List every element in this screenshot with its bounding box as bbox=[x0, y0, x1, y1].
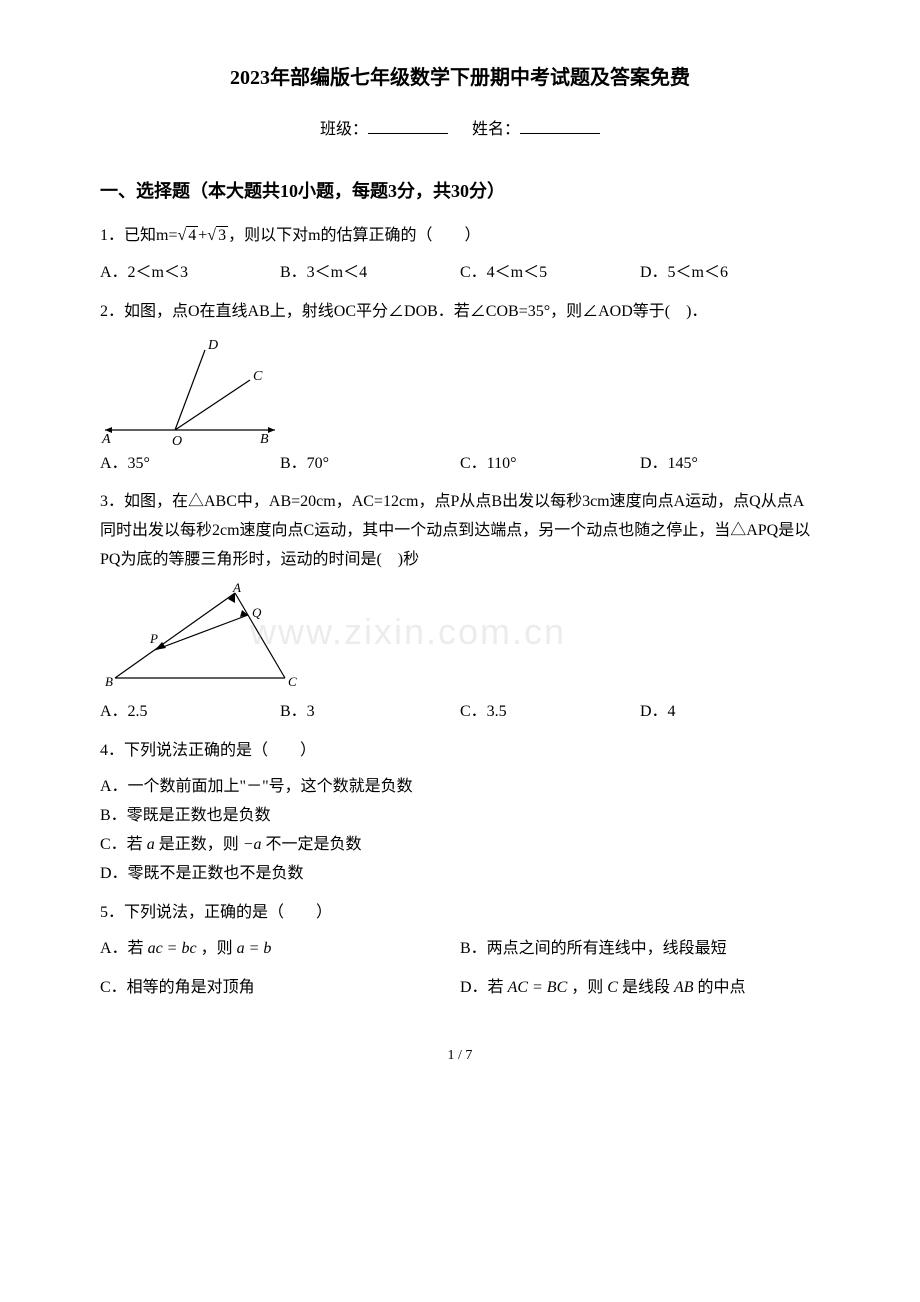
q5-optD-prefix: D．若 bbox=[460, 979, 504, 996]
q5-optA-prefix: A．若 bbox=[100, 940, 144, 957]
q5-optD-mid2: 是线段 bbox=[622, 979, 670, 996]
q4-optC-a: a bbox=[147, 836, 155, 853]
name-label: 姓名： bbox=[472, 121, 520, 138]
q1-optC: C．4＜m＜5 bbox=[460, 259, 640, 288]
q5-stem: 5．下列说法，正确的是（ ） bbox=[100, 904, 332, 921]
q5-optD-c: C bbox=[607, 979, 618, 996]
q4-optD: D．零既不是正数也不是负数 bbox=[100, 860, 820, 889]
q2-optA: A．35° bbox=[100, 450, 280, 479]
q2-label-C: C bbox=[253, 369, 263, 384]
q3-label-Q: Q bbox=[252, 605, 262, 620]
q4-optC: C．若 a 是正数，则 −a 不一定是负数 bbox=[100, 831, 820, 860]
q3-optA: A．2.5 bbox=[100, 698, 280, 727]
q3-options: A．2.5 B．3 C．3.5 D．4 bbox=[100, 698, 820, 727]
section-1-title: 一、选择题（本大题共10小题，每题3分，共30分） bbox=[100, 175, 820, 207]
q3-figure: A B C P Q bbox=[100, 583, 300, 693]
q3-label-B: B bbox=[105, 674, 113, 689]
class-blank bbox=[368, 117, 448, 134]
q2-optB: B．70° bbox=[280, 450, 460, 479]
q5-optD-mid: ，则 bbox=[571, 979, 603, 996]
q3-optB: B．3 bbox=[280, 698, 460, 727]
q4-stem: 4．下列说法正确的是（ ） bbox=[100, 742, 316, 759]
q5-optD-eq: AC = BC bbox=[508, 979, 568, 996]
q5-optD: D．若 AC = BC ，则 C 是线段 AB 的中点 bbox=[460, 974, 820, 1003]
q5-options-row2: C．相等的角是对顶角 D．若 AC = BC ，则 C 是线段 AB 的中点 bbox=[100, 974, 820, 1003]
name-blank bbox=[520, 117, 600, 134]
page-footer: 1 / 7 bbox=[100, 1043, 820, 1068]
q5-optA-eq2: a = b bbox=[237, 940, 272, 957]
q4-optB: B．零既是正数也是负数 bbox=[100, 802, 820, 831]
q4-optA: A．一个数前面加上"－"号，这个数就是负数 bbox=[100, 773, 820, 802]
q5-optB: B．两点之间的所有连线中，线段最短 bbox=[460, 935, 820, 964]
q1-stem-prefix: 1．已知m= bbox=[100, 227, 177, 244]
q5-optD-suffix: 的中点 bbox=[698, 979, 746, 996]
q4-optC-mid: 是正数，则 bbox=[159, 836, 239, 853]
q5-options-row1: A．若 ac = bc ，则 a = b B．两点之间的所有连线中，线段最短 bbox=[100, 935, 820, 964]
q2-label-D: D bbox=[207, 338, 218, 353]
question-1: 1．已知m=√4+√3，则以下对m的估算正确的（ ） bbox=[100, 222, 820, 251]
q3-optD: D．4 bbox=[640, 698, 820, 727]
q2-optD: D．145° bbox=[640, 450, 820, 479]
q5-optD-ab: AB bbox=[674, 979, 694, 996]
q2-label-A: A bbox=[101, 432, 111, 445]
q5-optA: A．若 ac = bc ，则 a = b bbox=[100, 935, 460, 964]
q4-optC-neg: −a bbox=[243, 836, 262, 853]
q3-label-C: C bbox=[288, 674, 297, 689]
class-label: 班级： bbox=[320, 121, 368, 138]
student-info: 班级： 姓名： bbox=[100, 116, 820, 145]
q2-options: A．35° B．70° C．110° D．145° bbox=[100, 450, 820, 479]
q2-optC: C．110° bbox=[460, 450, 640, 479]
q1-optD: D．5＜m＜6 bbox=[640, 259, 820, 288]
q1-options: A．2＜m＜3 B．3＜m＜4 C．4＜m＜5 D．5＜m＜6 bbox=[100, 259, 820, 288]
q3-optC: C．3.5 bbox=[460, 698, 640, 727]
q5-optA-mid: ，则 bbox=[201, 940, 233, 957]
q2-figure: A O B D C bbox=[100, 335, 280, 445]
q1-sqrt2: 3 bbox=[216, 226, 228, 244]
question-5: 5．下列说法，正确的是（ ） bbox=[100, 899, 820, 928]
question-3: 3．如图，在△ABC中，AB=20cm，AC=12cm，点P从点B出发以每秒3c… bbox=[100, 488, 820, 574]
q5-optC: C．相等的角是对顶角 bbox=[100, 974, 460, 1003]
q1-sqrt1: 4 bbox=[186, 226, 198, 244]
q2-stem: 2．如图，点O在直线AB上，射线OC平分∠DOB．若∠COB=35°，则∠AOD… bbox=[100, 303, 707, 320]
q1-optB: B．3＜m＜4 bbox=[280, 259, 460, 288]
q4-optC-suffix: 不一定是负数 bbox=[266, 836, 362, 853]
q2-label-B: B bbox=[260, 432, 269, 445]
q3-stem: 3．如图，在△ABC中，AB=20cm，AC=12cm，点P从点B出发以每秒3c… bbox=[100, 493, 810, 568]
q5-optA-eq1: ac = bc bbox=[148, 940, 197, 957]
question-4: 4．下列说法正确的是（ ） bbox=[100, 737, 820, 766]
q1-stem-suffix: ，则以下对m的估算正确的（ ） bbox=[228, 227, 480, 244]
q3-label-P: P bbox=[149, 631, 158, 646]
q1-optA: A．2＜m＜3 bbox=[100, 259, 280, 288]
q4-optC-prefix: C．若 bbox=[100, 836, 143, 853]
page-title: 2023年部编版七年级数学下册期中考试题及答案免费 bbox=[100, 60, 820, 96]
q3-label-A: A bbox=[232, 583, 241, 595]
q2-label-O: O bbox=[172, 434, 182, 445]
question-2: 2．如图，点O在直线AB上，射线OC平分∠DOB．若∠COB=35°，则∠AOD… bbox=[100, 298, 820, 327]
q4-options: A．一个数前面加上"－"号，这个数就是负数 B．零既是正数也是负数 C．若 a … bbox=[100, 773, 820, 888]
